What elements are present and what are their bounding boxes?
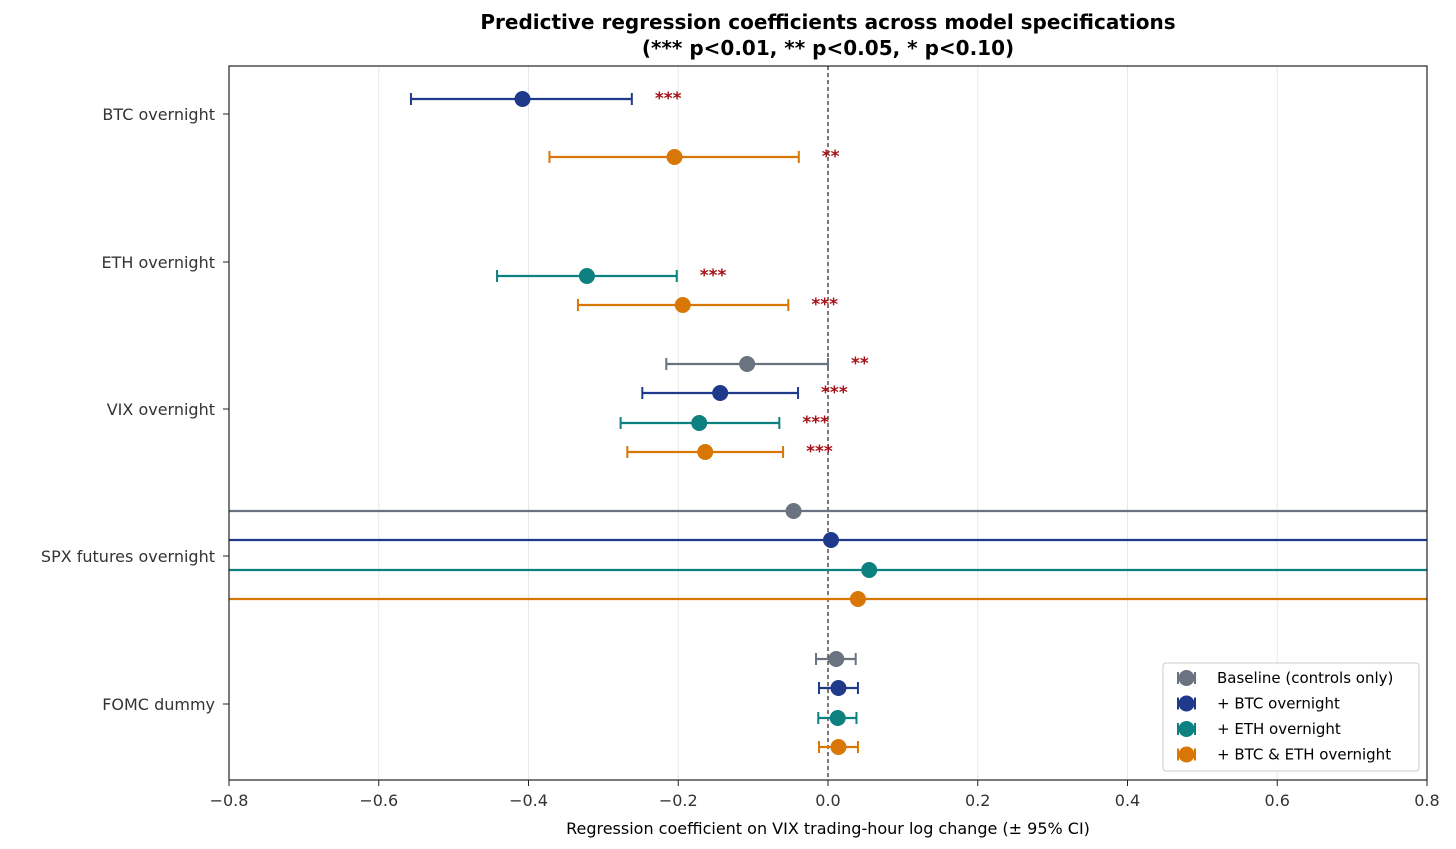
legend-entry: + BTC & ETH overnight bbox=[1177, 746, 1391, 764]
x-tick-label: −0.4 bbox=[509, 791, 548, 810]
x-tick-label: 0.8 bbox=[1414, 791, 1439, 810]
y-tick-label: ETH overnight bbox=[101, 253, 215, 272]
legend: Baseline (controls only) + BTC overnight +… bbox=[1162, 662, 1420, 772]
coefficient-point bbox=[666, 149, 683, 165]
coefficient-point bbox=[697, 444, 714, 460]
coefficient-point bbox=[830, 739, 847, 755]
significance-stars: *** bbox=[802, 413, 829, 433]
legend-marker bbox=[1178, 721, 1195, 737]
y-tick-label: VIX overnight bbox=[107, 400, 215, 419]
significance-stars: *** bbox=[821, 383, 848, 403]
legend-label: + ETH overnight bbox=[1217, 720, 1341, 738]
x-tick-label: 0.0 bbox=[815, 791, 840, 810]
significance-stars: *** bbox=[811, 295, 838, 315]
chart-title-line2: (*** p<0.01, ** p<0.05, * p<0.10) bbox=[642, 36, 1014, 60]
coefficient-point bbox=[861, 562, 878, 578]
x-tick-label: 0.6 bbox=[1265, 791, 1290, 810]
series-group: ******** bbox=[229, 147, 1427, 755]
legend-entry: + ETH overnight bbox=[1177, 720, 1341, 738]
significance-stars: *** bbox=[655, 89, 682, 109]
legend-label: + BTC overnight bbox=[1217, 695, 1340, 713]
y-axis: BTC overnight ETH overnight VIX overnight S… bbox=[41, 105, 229, 714]
x-axis: −0.8 −0.6 −0.4 −0.2 0.0 0.2 0.4 0.6 0.8 bbox=[210, 780, 1440, 810]
x-tick-label: 0.2 bbox=[965, 791, 990, 810]
series-layer: ********************** bbox=[229, 89, 1427, 755]
x-tick-label: 0.4 bbox=[1115, 791, 1140, 810]
legend-label: Baseline (controls only) bbox=[1217, 669, 1393, 687]
series-group: ** bbox=[229, 354, 1427, 667]
coefficient-point bbox=[822, 532, 839, 548]
coefficient-point bbox=[785, 503, 802, 519]
x-tick-label: −0.6 bbox=[359, 791, 398, 810]
significance-stars: *** bbox=[806, 442, 833, 462]
coefficient-point bbox=[829, 710, 846, 726]
chart-title-line1: Predictive regression coefficients acros… bbox=[480, 10, 1175, 34]
significance-stars: ** bbox=[851, 354, 869, 374]
legend-box bbox=[1162, 662, 1420, 772]
series-group: *** *** bbox=[229, 89, 1427, 696]
coefficient-point bbox=[674, 297, 691, 313]
y-tick-label: BTC overnight bbox=[102, 105, 215, 124]
legend-entry: Baseline (controls only) bbox=[1177, 669, 1393, 687]
y-tick-label: FOMC dummy bbox=[102, 695, 215, 714]
coefficient-point bbox=[712, 385, 729, 401]
x-tick-label: −0.8 bbox=[210, 791, 249, 810]
coefficient-point bbox=[691, 415, 708, 431]
legend-entry: + BTC overnight bbox=[1177, 695, 1340, 713]
coefficient-point bbox=[849, 591, 866, 607]
coefficient-point bbox=[828, 651, 845, 667]
coefficient-point bbox=[578, 268, 595, 284]
legend-label: + BTC & ETH overnight bbox=[1217, 746, 1391, 764]
significance-stars: ** bbox=[822, 147, 840, 167]
coefficient-point bbox=[739, 356, 756, 372]
y-tick-label: SPX futures overnight bbox=[41, 547, 215, 566]
x-tick-label: −0.2 bbox=[659, 791, 698, 810]
coefficient-point bbox=[830, 680, 847, 696]
significance-stars: *** bbox=[700, 266, 727, 286]
x-axis-label: Regression coefficient on VIX trading-ho… bbox=[566, 819, 1090, 838]
legend-marker bbox=[1178, 746, 1195, 763]
series-group: *** *** bbox=[229, 266, 1427, 726]
legend-marker bbox=[1178, 670, 1195, 686]
coefficient-point bbox=[514, 91, 531, 107]
legend-marker bbox=[1178, 695, 1195, 712]
